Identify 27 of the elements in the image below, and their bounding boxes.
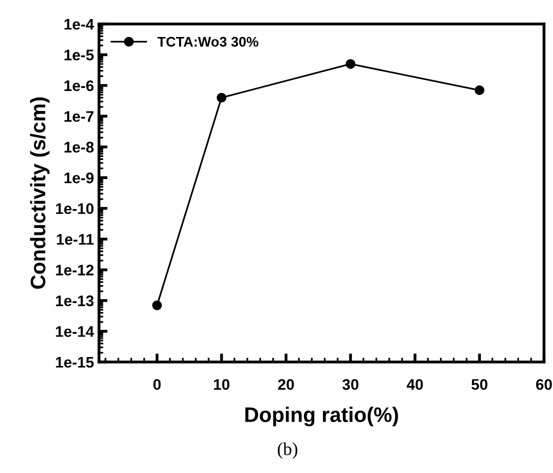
y-axis-title: Conductivity (s/cm) [30, 97, 50, 289]
point [152, 300, 162, 310]
y-tick-label: 1e-9 [64, 172, 94, 184]
y-tick-label: 1e-11 [56, 234, 94, 245]
x-tick-label: 50 [471, 379, 488, 390]
x-axis-title: Doping ratio(%) [245, 406, 398, 426]
point [346, 59, 356, 69]
point [474, 85, 484, 96]
y-tick-label: 1e-12 [56, 264, 94, 276]
point [216, 92, 226, 103]
y-tick-label: 1e-15 [56, 357, 94, 368]
x-tick-label: 30 [342, 379, 358, 390]
y-tick-label: 1e-7 [64, 111, 94, 122]
y-tick-label: 1e-14 [56, 326, 94, 337]
x-tick-label: 60 [536, 379, 552, 390]
y-tick-label: 1e-8 [64, 142, 94, 153]
y-tick-label: 1e-10 [56, 203, 94, 214]
y-tick-label: 1e-6 [64, 80, 94, 92]
y-tick-label: 1e-13 [56, 295, 94, 306]
x-tick-label: 20 [278, 379, 294, 390]
text: (b) [278, 442, 298, 459]
x-tick-label: 10 [214, 379, 230, 390]
y-tick-label: 1e-5 [64, 50, 94, 60]
legend-label: TCTA:Wo3 30% [157, 36, 258, 47]
x-tick-label: 0 [153, 379, 161, 390]
x-tick-label: 40 [406, 379, 423, 390]
y-tick-label: 1e-4 [64, 19, 94, 30]
